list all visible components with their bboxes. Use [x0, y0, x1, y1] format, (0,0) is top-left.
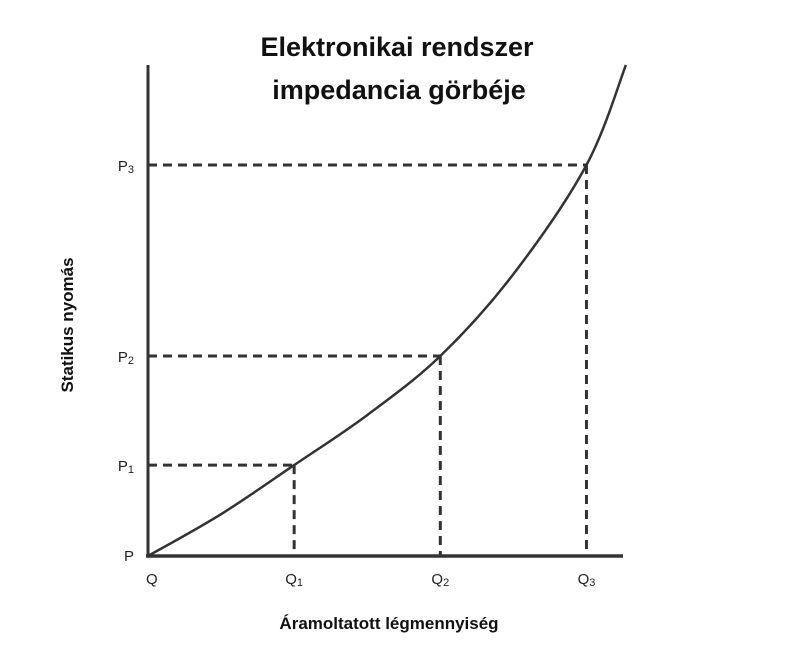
y-axis-label: Statikus nyomás — [58, 257, 77, 392]
impedance-curve — [147, 64, 628, 558]
origin-x-label: Q — [146, 571, 158, 588]
origin-y-label: P — [124, 548, 134, 565]
chart-title-line-1: Elektronikai rendszer — [260, 32, 534, 62]
tick-labels: Q1 Q2 Q3 P1 P2 P3 — [118, 158, 596, 589]
y-tick-label-2: P2 — [118, 349, 134, 367]
guide-lines — [148, 163, 588, 556]
x-tick-label-1: Q1 — [285, 571, 303, 589]
chart-title-line-2: impedancia görbéje — [272, 75, 526, 105]
curve-layer — [147, 64, 628, 558]
axes — [146, 65, 623, 558]
y-tick-label-1: P1 — [118, 458, 134, 476]
x-axis-label: Áramoltatott légmennyiség — [279, 614, 498, 633]
x-tick-label-3: Q3 — [578, 571, 596, 589]
y-tick-label-3: P3 — [118, 158, 134, 176]
x-tick-label-2: Q2 — [431, 571, 449, 589]
chart-title: Elektronikai rendszer impedancia görbéje — [260, 32, 534, 105]
